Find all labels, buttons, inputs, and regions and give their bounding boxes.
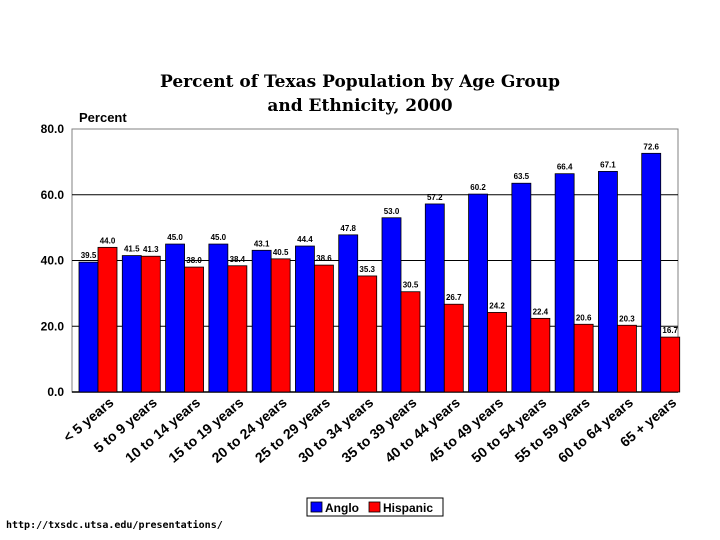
bar-hispanic <box>357 275 378 393</box>
bar-anglo <box>381 217 402 393</box>
bar-hispanic <box>400 291 421 393</box>
legend-swatch-hispanic <box>368 501 381 513</box>
value-label-hispanic: 22.4 <box>533 307 549 316</box>
bar-hispanic <box>270 258 291 393</box>
bar-anglo <box>165 243 185 393</box>
value-label-hispanic: 20.6 <box>576 313 592 322</box>
value-label-anglo: 45.0 <box>167 233 183 242</box>
bar-anglo <box>121 255 142 393</box>
bar-hispanic <box>487 312 507 393</box>
x-tick-label: 60 to 64 years <box>555 394 636 466</box>
bar-hispanic <box>443 303 464 393</box>
value-label-hispanic: 38.4 <box>230 255 246 264</box>
value-label-anglo: 41.5 <box>124 245 140 254</box>
x-tick-label: 40 to 44 years <box>382 394 463 466</box>
bar-anglo <box>511 182 532 393</box>
x-tick-label: 30 to 34 years <box>295 394 376 466</box>
value-label-anglo: 60.2 <box>470 183 486 192</box>
value-label-anglo: 72.6 <box>643 142 659 151</box>
y-tick-label: 20.0 <box>41 319 65 333</box>
value-label-anglo: 57.2 <box>427 193 443 202</box>
bar-hispanic <box>617 324 637 393</box>
x-tick-label: 25 to 29 years <box>252 394 333 466</box>
bar-anglo <box>424 203 445 393</box>
chart-title-line-1: Percent of Texas Population by Age Group <box>160 72 560 92</box>
y-axis-label: Percent <box>79 110 127 125</box>
bar-hispanic <box>227 265 248 393</box>
bar-hispanic <box>140 255 161 393</box>
bar-hispanic <box>184 266 204 393</box>
value-label-hispanic: 35.3 <box>359 265 375 274</box>
bar-anglo <box>554 173 575 393</box>
bar-hispanic <box>573 323 594 393</box>
value-label-hispanic: 24.2 <box>489 301 505 310</box>
value-label-anglo: 44.4 <box>297 235 313 244</box>
bar-hispanic <box>660 336 681 393</box>
bar-hispanic <box>314 264 334 393</box>
x-tick-label: 35 to 39 years <box>338 394 419 466</box>
value-label-hispanic: 38.6 <box>316 254 332 263</box>
x-tick-label: 50 to 54 years <box>468 394 549 466</box>
value-labels-group: 39.544.0 41.5 41.3 45.0 38.0 45.0 38.4 43.140.5… <box>81 142 679 335</box>
chart-title: Percent of Texas Population by Age Group… <box>150 70 570 118</box>
value-label-anglo: 43.1 <box>254 239 270 248</box>
value-label-hispanic: 41.3 <box>143 245 159 254</box>
y-tick-label: 60.0 <box>41 188 65 202</box>
y-tick-label: 80.0 <box>41 122 65 136</box>
value-label-hispanic: 20.3 <box>619 314 635 323</box>
y-tick-label: 40.0 <box>41 254 65 268</box>
bar-hispanic <box>530 317 551 393</box>
value-label-anglo: 63.5 <box>514 172 530 181</box>
value-label-hispanic: 40.5 <box>273 248 289 257</box>
x-tick-label: 10 to 14 years <box>122 394 203 466</box>
bar-anglo <box>338 234 359 393</box>
bar-anglo <box>251 249 272 393</box>
value-label-anglo: 67.1 <box>600 160 616 169</box>
bar-anglo <box>598 171 618 393</box>
bar-anglo <box>468 193 488 393</box>
x-tick-label: 45 to 49 years <box>425 394 506 466</box>
value-label-anglo: 45.0 <box>211 233 227 242</box>
chart-title-line-2: and Ethnicity, 2000 <box>267 96 453 116</box>
value-label-anglo: 47.8 <box>340 224 356 233</box>
value-label-hispanic: 38.0 <box>186 256 202 265</box>
value-label-hispanic: 26.7 <box>446 293 462 302</box>
y-tick-label: 0.0 <box>47 385 64 399</box>
x-tick-label: 55 to 59 years <box>511 394 592 466</box>
bar-anglo <box>295 245 315 393</box>
bar-anglo <box>641 152 662 393</box>
value-label-hispanic: 30.5 <box>403 281 419 290</box>
source-url: http://txsdc.utsa.edu/presentations/ <box>6 520 223 531</box>
legend: Anglo Hispanic <box>306 497 444 517</box>
bar-anglo <box>208 243 229 393</box>
value-label-anglo: 39.5 <box>81 251 97 260</box>
bar-hispanic <box>97 246 118 393</box>
legend-label-anglo: Anglo <box>325 501 359 515</box>
x-tick-label: 15 to 19 years <box>165 394 246 466</box>
bars-group <box>78 152 681 393</box>
bar-anglo <box>78 261 99 393</box>
value-label-hispanic: 44.0 <box>100 236 116 245</box>
value-label-hispanic: 16.7 <box>662 326 678 335</box>
x-tick-label: 20 to 24 years <box>208 394 289 466</box>
value-label-anglo: 66.4 <box>557 163 573 172</box>
legend-swatch-anglo <box>310 501 323 513</box>
value-label-anglo: 53.0 <box>384 207 400 216</box>
legend-label-hispanic: Hispanic <box>383 501 433 515</box>
